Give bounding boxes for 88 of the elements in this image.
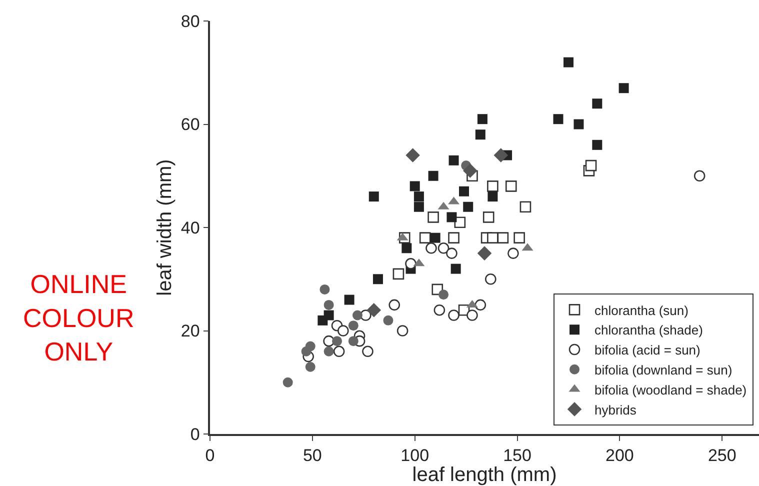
x-tick-label: 0: [205, 446, 215, 466]
x-tick-label: 100: [400, 446, 430, 466]
point: [396, 325, 408, 336]
point: [348, 320, 358, 331]
x-tick-label: 250: [708, 446, 736, 466]
point: [520, 201, 532, 212]
y-tick-label: 40: [180, 218, 200, 238]
point: [405, 258, 416, 270]
point: [348, 336, 358, 346]
point: [450, 264, 461, 274]
point: [482, 212, 494, 223]
point: [430, 232, 440, 243]
point: [592, 98, 602, 109]
x-axis-title: leaf length (mm): [412, 464, 557, 486]
legend-label: hybrids: [594, 402, 637, 418]
y-tick-label: 0: [190, 424, 200, 444]
point: [454, 216, 466, 228]
point: [414, 202, 424, 212]
point: [324, 300, 334, 310]
point: [362, 346, 374, 358]
point: [487, 180, 498, 192]
y-tick-label: 60: [180, 115, 200, 134]
point: [694, 170, 706, 182]
point: [592, 140, 602, 150]
legend-label: chlorantha (shade): [594, 322, 703, 338]
point: [392, 268, 404, 280]
point: [333, 346, 345, 358]
point: [366, 302, 382, 318]
point: [514, 232, 525, 244]
point: [301, 346, 312, 356]
point: [383, 315, 394, 326]
point: [338, 325, 349, 336]
point: [618, 83, 629, 94]
point: [428, 170, 438, 181]
text: ONLINE COLOUR ONLY: [23, 269, 134, 367]
point: [477, 246, 492, 260]
legend-label: bifolia (woodland = shade): [594, 382, 747, 398]
point: [406, 148, 420, 162]
point: [448, 155, 459, 166]
legend-label: bifolia (acid = sun): [594, 342, 700, 358]
point: [497, 232, 509, 244]
point: [463, 202, 474, 212]
point: [477, 114, 488, 124]
point: [428, 212, 439, 223]
legend-label: chlorantha (sun): [594, 302, 688, 318]
point: [419, 232, 431, 244]
point: [448, 232, 460, 244]
point: [368, 192, 379, 202]
x-tick-label: 150: [503, 446, 532, 466]
point: [466, 310, 478, 321]
point: [372, 274, 383, 284]
point: [446, 248, 458, 259]
y-tick-label: 80: [180, 12, 200, 31]
point: [505, 180, 517, 192]
point: [352, 310, 362, 320]
point: [446, 212, 457, 222]
point: [574, 119, 584, 130]
x-tick-label: 200: [606, 446, 634, 466]
point: [459, 186, 470, 196]
point: [434, 304, 446, 316]
point: [332, 336, 342, 346]
point: [344, 294, 354, 305]
y-axis-title: leaf width (mm): [154, 159, 176, 296]
point: [463, 164, 478, 178]
x-tick-label: 50: [302, 446, 322, 466]
point: [585, 160, 597, 172]
legend-label: bifolia (downland = sun): [594, 362, 732, 378]
point: [508, 248, 519, 259]
point: [448, 310, 460, 321]
point: [320, 284, 330, 294]
point: [563, 57, 574, 68]
point: [410, 181, 420, 192]
point: [388, 299, 400, 311]
point: [494, 148, 508, 162]
point: [426, 242, 437, 254]
point: [475, 130, 486, 140]
point: [438, 290, 449, 300]
point: [414, 192, 424, 202]
y-tick-label: 20: [180, 322, 200, 341]
point: [487, 232, 498, 244]
point: [402, 243, 412, 254]
point: [305, 362, 316, 372]
point: [318, 315, 328, 326]
point: [282, 377, 293, 388]
point: [324, 346, 334, 356]
point: [488, 192, 498, 202]
point: [485, 273, 496, 285]
point: [553, 114, 564, 124]
